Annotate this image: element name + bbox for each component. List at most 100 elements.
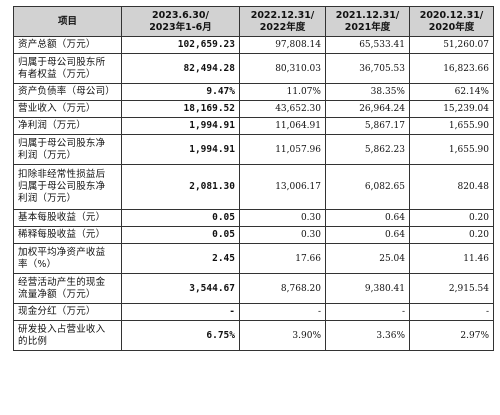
cell-value-col2: 0.30	[239, 209, 326, 227]
cell-value-col2: 11.07%	[239, 83, 326, 101]
cell-value-col2: 11,064.91	[239, 117, 326, 135]
header-text: 2022.12.31/	[250, 9, 315, 21]
cell-value-col1: 3,544.67	[121, 273, 240, 304]
cell-value-col1: 9.47%	[121, 83, 240, 101]
cell-value-col4: 15,239.04	[409, 100, 494, 118]
cell-value-col3: 0.64	[325, 226, 410, 244]
cell-value-col1: 18,169.52	[121, 100, 240, 118]
row-label: 稀释每股收益（元）	[13, 226, 122, 244]
row-label-line: 经营活动产生的现金	[18, 276, 106, 288]
header-text: 2023年1-6月	[149, 21, 212, 33]
row-label-line: 扣除非经常性损益后	[18, 169, 106, 180]
cell-value-col2: 97,808.14	[239, 36, 326, 54]
row-label-line: 归属于母公司股东净	[18, 137, 106, 149]
cell-value-col4: 820.48	[409, 164, 494, 210]
cell-value-col4: 16,823.66	[409, 53, 494, 84]
financial-indicators-table: 项目 2023.6.30/2023年1-6月 2022.12.31/2022年度 20…	[13, 6, 494, 351]
header-period-2: 2022.12.31/2022年度	[239, 6, 326, 37]
cell-value-col2: -	[239, 303, 326, 321]
table-row: 研发投入占营业收入 的比例 6.75% 3.90% 3.36% 2.97%	[13, 320, 494, 351]
cell-value-col2: 8,768.20	[239, 273, 326, 304]
row-label-line: 利润（万元）	[18, 149, 77, 161]
row-label-line: 资产总额（万元）	[18, 39, 96, 50]
cell-value-col4: -	[409, 303, 494, 321]
table-row: 扣除非经常性损益后 归属于母公司股东净 利润（万元） 2,081.30 13,006.1…	[13, 164, 494, 210]
row-label-line: 资产负债率（母公司）	[18, 86, 116, 97]
cell-value-col3: 65,533.41	[325, 36, 410, 54]
row-label: 净利润（万元）	[13, 117, 122, 135]
cell-value-col4: 2.97%	[409, 320, 494, 351]
header-text: 项目	[57, 15, 77, 27]
cell-value-col1: 1,994.91	[121, 134, 240, 165]
cell-value-col4: 62.14%	[409, 83, 494, 101]
row-label-line: 归属于母公司股东所	[18, 56, 106, 68]
table-row: 净利润（万元） 1,994.91 11,064.91 5,867.17 1,655.90	[13, 117, 494, 135]
cell-value-col3: 5,867.17	[325, 117, 410, 135]
cell-value-col1: 82,494.28	[121, 53, 240, 84]
cell-value-col3: 5,862.23	[325, 134, 410, 165]
table-body: 资产总额（万元） 102,659.23 97,808.14 65,533.41 51,2…	[13, 36, 494, 351]
row-label-line: 营业收入（万元）	[18, 103, 96, 114]
table-row: 加权平均净资产收益 率（%） 2.45 17.66 25.04 11.46	[13, 243, 494, 274]
cell-value-col2: 17.66	[239, 243, 326, 274]
cell-value-col4: 1,655.90	[409, 117, 494, 135]
row-label: 现金分红（万元）	[13, 303, 122, 321]
table-row: 归属于母公司股东净 利润（万元） 1,994.91 11,057.96 5,862.23…	[13, 134, 494, 165]
table-row: 稀释每股收益（元） 0.05 0.30 0.64 0.20	[13, 226, 494, 244]
cell-value-col4: 1,655.90	[409, 134, 494, 165]
cell-value-col3: 36,705.53	[325, 53, 410, 84]
cell-value-col1: 2,081.30	[121, 164, 240, 210]
cell-value-col3: 38.35%	[325, 83, 410, 101]
row-label-line: 流量净额（万元）	[18, 288, 96, 300]
cell-value-col2: 0.30	[239, 226, 326, 244]
row-label-line: 稀释每股收益（元）	[18, 229, 106, 240]
row-label-line: 归属于母公司股东净	[18, 181, 106, 192]
table-row: 营业收入（万元） 18,169.52 43,652.30 26,964.24 15,23…	[13, 100, 494, 118]
row-label: 资产负债率（母公司）	[13, 83, 122, 101]
header-period-3: 2021.12.31/2021年度	[325, 6, 410, 37]
cell-value-col3: 0.64	[325, 209, 410, 227]
row-label: 归属于母公司股东所 有者权益（万元）	[13, 53, 122, 84]
cell-value-col4: 2,915.54	[409, 273, 494, 304]
table-row: 资产总额（万元） 102,659.23 97,808.14 65,533.41 51,2…	[13, 36, 494, 54]
cell-value-col1: 102,659.23	[121, 36, 240, 54]
row-label: 基本每股收益（元）	[13, 209, 122, 227]
cell-value-col1: 0.05	[121, 226, 240, 244]
cell-value-col2: 11,057.96	[239, 134, 326, 165]
row-label-line: 率（%）	[18, 258, 57, 270]
cell-value-col1: 1,994.91	[121, 117, 240, 135]
row-label: 扣除非经常性损益后 归属于母公司股东净 利润（万元）	[13, 164, 122, 210]
cell-value-col3: 6,082.65	[325, 164, 410, 210]
cell-value-col4: 11.46	[409, 243, 494, 274]
cell-value-col4: 0.20	[409, 209, 494, 227]
cell-value-col1: 6.75%	[121, 320, 240, 351]
cell-value-col3: 26,964.24	[325, 100, 410, 118]
row-label-line: 有者权益（万元）	[18, 68, 96, 80]
row-label-line: 利润（万元）	[18, 193, 77, 204]
cell-value-col2: 3.90%	[239, 320, 326, 351]
cell-value-col2: 43,652.30	[239, 100, 326, 118]
header-text: 2020.12.31/	[419, 9, 484, 21]
row-label-line: 的比例	[18, 335, 48, 347]
row-label: 研发投入占营业收入 的比例	[13, 320, 122, 351]
table-header: 项目 2023.6.30/2023年1-6月 2022.12.31/2022年度 20…	[13, 6, 494, 37]
header-text: 2022年度	[259, 21, 306, 33]
cell-value-col3: 25.04	[325, 243, 410, 274]
cell-value-col3: -	[325, 303, 410, 321]
cell-value-col4: 51,260.07	[409, 36, 494, 54]
cell-value-col1: -	[121, 303, 240, 321]
row-label: 资产总额（万元）	[13, 36, 122, 54]
table-row: 资产负债率（母公司） 9.47% 11.07% 38.35% 62.14%	[13, 83, 494, 101]
cell-value-col1: 0.05	[121, 209, 240, 227]
row-label-line: 研发投入占营业收入	[18, 323, 106, 335]
header-text: 2023.6.30/	[152, 9, 209, 21]
header-period-1: 2023.6.30/2023年1-6月	[121, 6, 240, 37]
header-text: 2021.12.31/	[335, 9, 400, 21]
row-label: 经营活动产生的现金 流量净额（万元）	[13, 273, 122, 304]
header-text: 2021年度	[344, 21, 391, 33]
cell-value-col3: 3.36%	[325, 320, 410, 351]
cell-value-col1: 2.45	[121, 243, 240, 274]
header-period-4: 2020.12.31/2020年度	[409, 6, 494, 37]
row-label-line: 现金分红（万元）	[18, 306, 96, 317]
table-row: 经营活动产生的现金 流量净额（万元） 3,544.67 8,768.20 9,380.4…	[13, 273, 494, 304]
